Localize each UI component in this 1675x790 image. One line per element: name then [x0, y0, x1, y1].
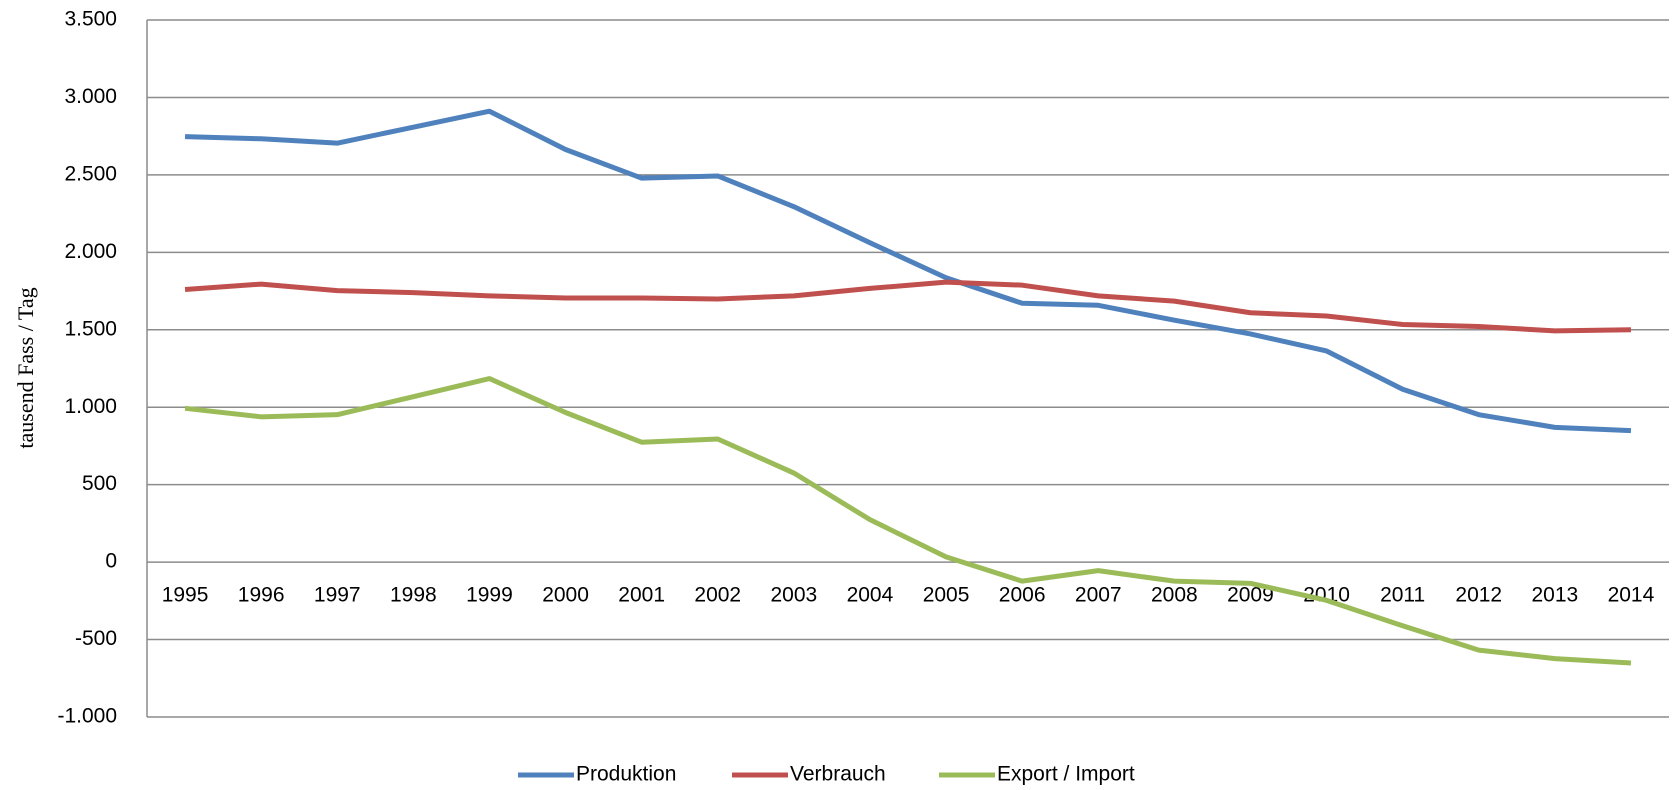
x-tick-label: 1997 — [314, 584, 361, 607]
x-tick-label: 2005 — [923, 584, 970, 607]
line-series — [184, 376, 1632, 666]
x-tick-label: 2000 — [542, 584, 589, 607]
y-tick-label: 0 — [105, 550, 117, 573]
y-tick-label: -500 — [75, 627, 117, 650]
x-tick-label: 1996 — [238, 584, 285, 607]
x-tick-label: 1999 — [466, 584, 513, 607]
y-tick-label: 3.000 — [64, 85, 117, 108]
x-tick-label: 1995 — [162, 584, 209, 607]
x-tick-label: 2006 — [999, 584, 1046, 607]
x-tick-label: 2007 — [1075, 584, 1122, 607]
x-tick-label: 1998 — [390, 584, 437, 607]
legend-label: Verbrauch — [790, 763, 886, 786]
x-tick-label: 2010 — [1303, 584, 1350, 607]
x-tick-label: 2004 — [847, 584, 894, 607]
y-tick-label: 2.000 — [64, 240, 117, 263]
legend-label: Produktion — [576, 763, 676, 786]
x-tick-label: 2002 — [694, 584, 741, 607]
x-tick-label: 2009 — [1227, 584, 1274, 607]
y-tick-label: 3.500 — [64, 8, 117, 31]
x-tick-label: 2003 — [770, 584, 817, 607]
y-tick-label: 500 — [82, 472, 117, 495]
x-tick-label: 2001 — [618, 584, 665, 607]
x-tick-label: 2011 — [1380, 584, 1425, 607]
line-series — [184, 279, 1631, 334]
y-tick-label: 1.500 — [64, 317, 117, 340]
y-tick-label: 2.500 — [64, 162, 117, 185]
y-tick-label: 1.000 — [64, 395, 117, 418]
legend-label: Export / Import — [997, 763, 1135, 786]
x-tick-label: 2014 — [1608, 584, 1655, 607]
y-tick-label: -1.000 — [57, 705, 117, 728]
x-tick-label: 2012 — [1455, 584, 1502, 607]
y-axis-label: tausend Fass / Tag — [13, 287, 38, 448]
x-tick-label: 2013 — [1531, 584, 1578, 607]
line-series — [184, 108, 1632, 434]
x-tick-label: 2008 — [1151, 584, 1198, 607]
